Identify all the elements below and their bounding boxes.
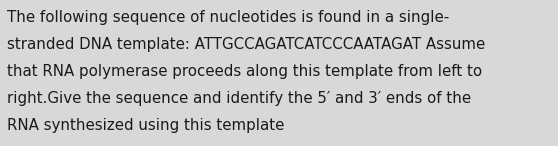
- Text: stranded DNA template: ATTGCCAGATCATCCCAATAGAT Assume: stranded DNA template: ATTGCCAGATCATCCCA…: [7, 37, 485, 52]
- Text: The following sequence of nucleotides is found in a single-: The following sequence of nucleotides is…: [7, 10, 450, 25]
- Text: right.Give the sequence and identify the 5′ and 3′ ends of the: right.Give the sequence and identify the…: [7, 91, 472, 106]
- Text: that RNA polymerase proceeds along this template from left to: that RNA polymerase proceeds along this …: [7, 64, 482, 79]
- Text: RNA synthesized using this template: RNA synthesized using this template: [7, 118, 285, 133]
